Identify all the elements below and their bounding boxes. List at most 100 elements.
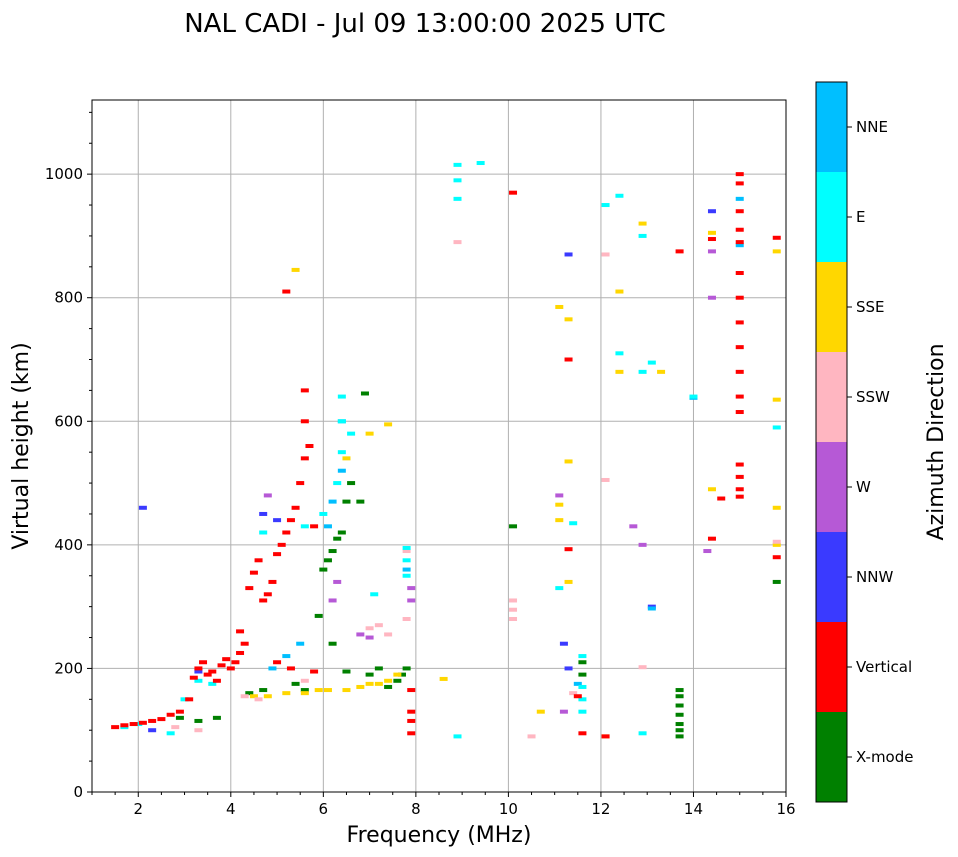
data-point-sse [564,579,573,584]
data-point-x-mode [384,684,393,689]
data-point-vertical [240,641,249,646]
data-point-w [328,598,337,603]
data-point-sse [323,688,332,693]
data-point-x-mode [333,536,342,541]
data-point-x-mode [509,524,518,529]
data-point-w [638,542,647,547]
data-point-e [638,369,647,374]
data-point-vertical [212,678,221,683]
colorbar-label-x-mode: X-mode [856,748,913,766]
colorbar-segment [816,622,847,712]
data-point-vertical [286,666,295,671]
data-point-sse [291,267,300,272]
data-point-vertical [189,675,198,680]
data-point-ssw [402,617,411,621]
data-point-vertical [509,190,518,195]
data-point-x-mode [259,688,268,693]
data-point-x-mode [360,391,369,396]
data-point-vertical [199,660,208,665]
data-point-nnw [559,641,568,646]
data-point-vertical [735,474,744,479]
data-point-vertical [601,734,610,739]
data-point-sse [263,694,272,699]
data-point-vertical [300,419,309,424]
data-point-sse [439,676,448,681]
data-point-x-mode [194,718,203,723]
data-point-x-mode [314,613,323,618]
data-point-sse [249,694,258,699]
data-point-e [638,233,647,238]
data-point-x-mode [675,734,684,739]
data-point-w [356,632,365,637]
data-point-vertical [300,456,309,461]
data-point-e [453,734,462,739]
data-point-nne [296,641,305,646]
data-point-e [333,481,342,486]
data-point-sse [300,691,309,696]
data-point-vertical [772,235,781,240]
data-point-vertical [772,555,781,560]
data-point-vertical [564,357,573,362]
data-point-sse [342,456,351,461]
data-point-sse [707,487,716,492]
data-point-e [347,431,356,436]
y-tick-label: 0 [73,783,83,801]
data-point-x-mode [374,666,383,671]
data-point-vertical [194,666,203,671]
data-point-sse [374,681,383,686]
data-point-x-mode [402,666,411,671]
data-point-nnw [564,666,573,671]
data-point-nne [337,468,346,473]
data-point-w [559,709,568,714]
data-point-sse [555,518,564,523]
data-point-x-mode [675,703,684,708]
colorbar-segment [816,172,847,262]
data-point-vertical [273,552,282,557]
data-point-nne [328,499,337,504]
data-point-ssw [638,665,647,670]
data-point-x-mode [319,567,328,572]
data-point-ssw [374,623,383,628]
data-point-nnw [564,252,573,257]
x-tick-label: 16 [776,800,795,818]
data-point-sse [772,542,781,547]
data-point-sse [314,688,323,693]
data-point-x-mode [347,481,356,486]
data-point-e [300,524,309,529]
data-point-sse [615,369,624,374]
y-tick-label: 800 [54,289,83,307]
data-point-w [707,249,716,254]
data-point-ssw [509,598,518,603]
data-point-e [578,654,587,659]
data-point-sse [342,688,351,693]
data-point-vertical [735,369,744,374]
data-point-vertical [735,345,744,350]
data-point-vertical [735,271,744,275]
data-point-sse [356,684,365,689]
data-point-ssw [569,691,578,696]
x-tick-label: 2 [133,800,143,818]
data-point-x-mode [356,499,365,504]
data-point-e [638,731,647,736]
x-tick-label: 10 [499,800,518,818]
data-point-vertical [129,722,138,727]
x-tick-label: 12 [591,800,610,818]
data-point-ssw [509,607,518,612]
data-point-vertical [296,481,305,486]
data-point-e [180,697,189,702]
x-tick-label: 8 [411,800,421,818]
data-point-x-mode [342,669,351,674]
data-point-ssw [171,725,180,730]
data-point-vertical [226,666,235,671]
data-point-vertical [675,249,684,254]
data-point-e [772,425,781,430]
data-point-e [453,178,462,183]
data-point-vertical [273,660,282,665]
data-point-x-mode [342,499,351,504]
x-tick-label: 4 [226,800,236,818]
data-point-vertical [236,629,245,634]
data-point-e [208,681,217,686]
data-point-nnw [194,669,203,674]
data-point-ssw [402,549,411,554]
data-point-x-mode [772,579,781,584]
